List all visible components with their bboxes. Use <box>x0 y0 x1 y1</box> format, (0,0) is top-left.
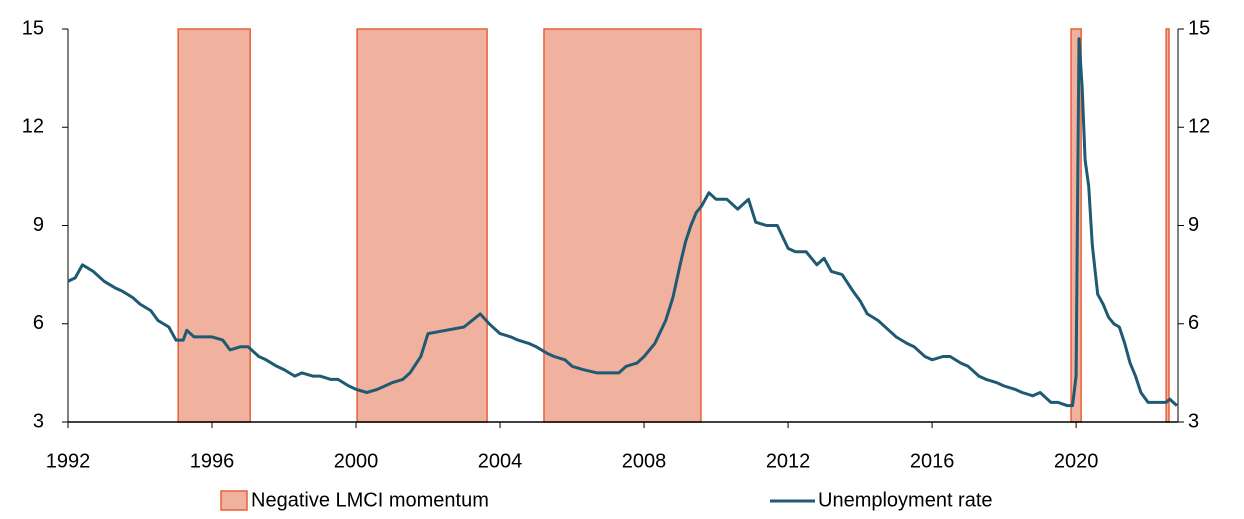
y-tick-label: 12 <box>22 116 44 138</box>
y2-tick-label: 9 <box>1188 214 1199 236</box>
y-tick-label: 3 <box>33 410 44 432</box>
x-tick-label: 2008 <box>622 450 667 472</box>
y2-tick-label: 3 <box>1188 410 1199 432</box>
x-tick-label: 2012 <box>766 450 811 472</box>
line-series <box>67 37 1178 408</box>
shaded-period <box>177 28 251 423</box>
x-tick-label: 1996 <box>190 450 235 472</box>
y-tick-label: 9 <box>33 214 44 236</box>
x-tick-label: 2000 <box>334 450 379 472</box>
legend-label: Negative LMCI momentum <box>251 489 489 511</box>
legend-label: Unemployment rate <box>818 489 993 511</box>
legend-swatch <box>220 490 248 511</box>
x-tick-label: 2020 <box>1054 450 1099 472</box>
y2-tick-label: 12 <box>1188 116 1210 138</box>
x-tick-label: 1992 <box>46 450 91 472</box>
y2-tick-label: 6 <box>1188 312 1199 334</box>
y2-tick-label: 15 <box>1188 17 1210 39</box>
shaded-period <box>543 28 702 423</box>
x-tick-label: 2016 <box>910 450 955 472</box>
y-tick-label: 15 <box>22 17 44 39</box>
x-tick-label: 2004 <box>478 450 523 472</box>
y-tick-label: 6 <box>33 312 44 334</box>
shaded-period <box>356 28 488 423</box>
shaded-period <box>1165 28 1170 423</box>
